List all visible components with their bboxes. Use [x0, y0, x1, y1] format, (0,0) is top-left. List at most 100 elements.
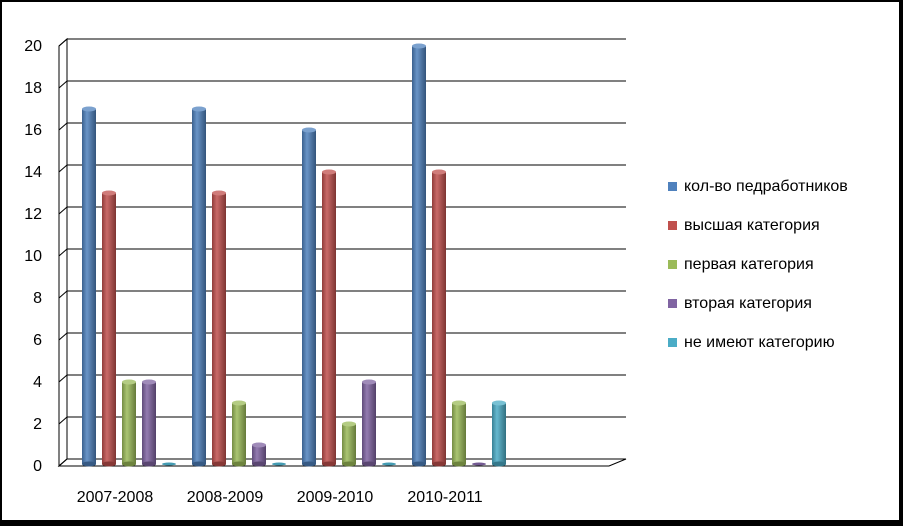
bar-0-0 — [82, 106, 96, 467]
legend-item: не имеют категорию — [668, 334, 835, 351]
bar-top — [382, 462, 396, 466]
bar-top — [272, 462, 286, 466]
legend: кол-во педработников высшая категория перв… — [668, 178, 848, 351]
bar-base — [212, 461, 226, 467]
bar-top — [412, 43, 426, 49]
x-tick-label: 2010-2011 — [407, 489, 482, 506]
bar-body — [302, 130, 316, 464]
bar-3-0 — [412, 43, 426, 467]
bar-1-4 — [272, 462, 286, 466]
gridline-depth — [58, 164, 68, 173]
gridline-depth — [58, 374, 68, 383]
bar-top — [212, 190, 226, 196]
bar-0-4 — [162, 462, 176, 466]
bar-top — [302, 127, 316, 133]
legend-label: кол-во педработников — [684, 178, 848, 195]
bar-1-3 — [252, 442, 266, 467]
bar-top — [252, 442, 266, 448]
bar-2-4 — [382, 462, 396, 466]
bar-base — [82, 461, 96, 467]
y-tick-label: 4 — [33, 374, 42, 391]
bar-body — [142, 382, 156, 464]
bar-base — [232, 461, 246, 467]
x-tick-label: 2008-2009 — [187, 489, 264, 506]
bar-top — [492, 400, 506, 406]
bar-top — [472, 462, 486, 466]
gridline-depth — [58, 290, 68, 299]
x-tick-label: 2009-2010 — [297, 489, 374, 506]
bar-body — [192, 109, 206, 464]
bar-top — [452, 400, 466, 406]
gridline-depth — [58, 416, 68, 425]
bar-top — [432, 169, 446, 175]
bar-top — [232, 400, 246, 406]
legend-swatch — [668, 221, 677, 230]
bar-base — [452, 461, 466, 467]
bar-base — [102, 461, 116, 467]
legend-swatch — [668, 182, 677, 191]
bar-base — [192, 461, 206, 467]
gridline-depth — [58, 332, 68, 341]
bar-body — [492, 403, 506, 464]
chart-svg: 0 2 4 6 8 10 12 14 16 18 20 2007-2008 2008-2009 2009… — [24, 37, 848, 506]
y-tick-label: 16 — [24, 122, 42, 139]
bar-1-2 — [232, 400, 246, 467]
bar-body — [342, 424, 356, 464]
y-tick-label: 12 — [24, 206, 42, 223]
bar-body — [212, 193, 226, 464]
y-tick-label: 2 — [33, 416, 42, 433]
bar-top — [342, 421, 356, 427]
bar-body — [82, 109, 96, 464]
bar-top — [142, 379, 156, 385]
bar-2-1 — [322, 169, 336, 467]
bar-base — [302, 461, 316, 467]
y-tick-label: 0 — [33, 458, 42, 475]
bar-3-2 — [452, 400, 466, 467]
legend-item: вторая категория — [668, 295, 812, 312]
legend-item: высшая категория — [668, 217, 820, 234]
y-tick-label: 6 — [33, 332, 42, 349]
legend-label: вторая категория — [684, 295, 812, 312]
bar-body — [452, 403, 466, 464]
bar-base — [492, 461, 506, 467]
legend-swatch — [668, 338, 677, 347]
bars — [82, 43, 506, 467]
bar-0-3 — [142, 379, 156, 467]
legend-swatch — [668, 260, 677, 269]
y-tick-label: 18 — [24, 80, 42, 97]
gridline-depth — [58, 248, 68, 257]
bar-0-1 — [102, 190, 116, 467]
bar-body — [122, 382, 136, 464]
x-axis-labels: 2007-2008 2008-2009 2009-2010 2010-2011 — [77, 489, 483, 506]
bar-body — [232, 403, 246, 464]
bar-2-3 — [362, 379, 376, 467]
bar-body — [322, 172, 336, 464]
bar-top — [192, 106, 206, 112]
legend-item: первая категория — [668, 256, 814, 273]
bar-body — [412, 46, 426, 464]
bar-3-1 — [432, 169, 446, 467]
bar-top — [82, 106, 96, 112]
bar-top — [162, 462, 176, 466]
bar-top — [122, 379, 136, 385]
bar-3-4 — [492, 400, 506, 467]
bar-base — [322, 461, 336, 467]
bar-base — [252, 461, 266, 467]
bar-body — [362, 382, 376, 464]
y-tick-label: 14 — [24, 164, 42, 181]
x-tick-label: 2007-2008 — [77, 489, 154, 506]
bar-base — [122, 461, 136, 467]
bar-body — [102, 193, 116, 464]
y-axis-ticks: 0 2 4 6 8 10 12 14 16 18 20 — [24, 38, 42, 475]
bar-2-2 — [342, 421, 356, 467]
gridline-depth — [58, 80, 68, 89]
bar-1-1 — [212, 190, 226, 467]
bar-base — [342, 461, 356, 467]
bar-body — [252, 445, 266, 464]
bar-top — [322, 169, 336, 175]
bar-1-0 — [192, 106, 206, 467]
bar-body — [432, 172, 446, 464]
gridline-depth — [58, 122, 68, 131]
legend-label: не имеют категорию — [684, 334, 835, 351]
